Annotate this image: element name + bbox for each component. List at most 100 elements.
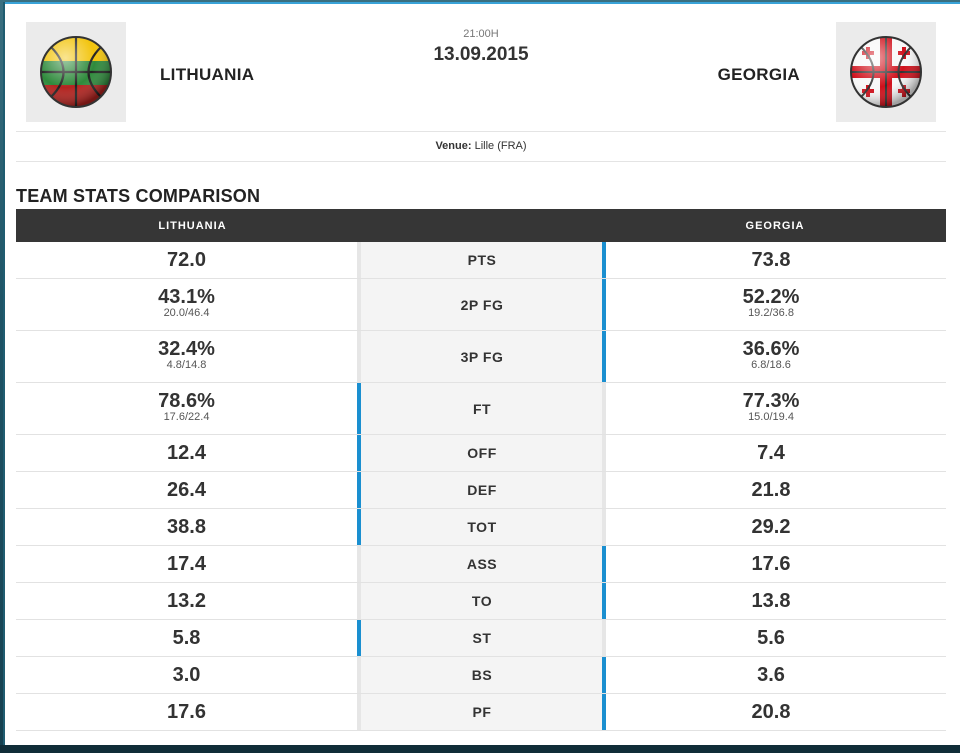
- away-leader-bar: [602, 657, 606, 693]
- home-leader-bar: [357, 383, 361, 434]
- away-stat-cell: 73.8: [606, 242, 936, 278]
- home-stat-value: 43.1%: [158, 286, 215, 308]
- away-stat-value: 3.6: [757, 664, 785, 686]
- away-stat-detail: 15.0/19.4: [748, 411, 794, 423]
- away-stat-value: 21.8: [751, 479, 791, 501]
- home-stat-cell: 17.4: [16, 546, 357, 582]
- away-stat-value: 5.6: [757, 627, 785, 649]
- away-stat-cell: 21.8: [606, 472, 936, 508]
- away-stat-detail: 6.8/18.6: [751, 359, 791, 371]
- home-leader-bar: [357, 546, 361, 582]
- away-stat-cell: 52.2% 19.2/36.8: [606, 279, 936, 330]
- stat-row-2p-fg: 43.1% 20.0/46.4 2P FG 52.2% 19.2/36.8: [16, 279, 946, 331]
- home-stat-cell: 38.8: [16, 509, 357, 545]
- home-leader-bar: [357, 657, 361, 693]
- home-stat-value: 38.8: [167, 516, 206, 538]
- away-stat-value: 73.8: [751, 249, 791, 271]
- home-stat-cell: 43.1% 20.0/46.4: [16, 279, 357, 330]
- away-stat-cell: 5.6: [606, 620, 936, 656]
- georgia-ball-icon: [850, 36, 922, 108]
- home-stat-cell: 17.6: [16, 694, 357, 730]
- stat-label: BS: [361, 657, 603, 693]
- home-stat-value: 17.6: [167, 701, 206, 723]
- home-stat-value: 78.6%: [158, 390, 215, 412]
- stat-label: 2P FG: [361, 279, 603, 330]
- away-stat-value: 52.2%: [742, 286, 800, 308]
- match-time: 21:00H: [463, 28, 499, 40]
- home-stat-cell: 26.4: [16, 472, 357, 508]
- away-leader-bar: [602, 242, 606, 278]
- away-stat-value: 36.6%: [742, 338, 800, 360]
- away-column-header: GEORGIA: [745, 220, 805, 232]
- stat-label: PF: [361, 694, 603, 730]
- stat-row-ft: 78.6% 17.6/22.4 FT 77.3% 15.0/19.4: [16, 383, 946, 435]
- home-column-header: LITHUANIA: [158, 220, 227, 232]
- home-stat-value: 32.4%: [158, 338, 215, 360]
- home-stat-cell: 5.8: [16, 620, 357, 656]
- home-stat-detail: 4.8/14.8: [166, 359, 207, 371]
- home-leader-bar: [357, 331, 361, 382]
- home-stat-value: 13.2: [167, 590, 206, 612]
- stat-row-pts: 72.0 PTS 73.8: [16, 242, 946, 279]
- home-stat-value: 26.4: [167, 479, 206, 501]
- home-stat-cell: 32.4% 4.8/14.8: [16, 331, 357, 382]
- away-stat-value: 20.8: [751, 701, 791, 723]
- away-stat-cell: 17.6: [606, 546, 936, 582]
- stat-row-pf: 17.6 PF 20.8: [16, 694, 946, 731]
- away-leader-bar: [602, 546, 606, 582]
- stat-row-ass: 17.4 ASS 17.6: [16, 546, 946, 583]
- home-leader-bar: [357, 620, 361, 656]
- stat-row-3p-fg: 32.4% 4.8/14.8 3P FG 36.6% 6.8/18.6: [16, 331, 946, 383]
- stat-label: PTS: [361, 242, 603, 278]
- panel-border: [3, 2, 5, 745]
- home-stat-value: 17.4: [167, 553, 206, 575]
- stat-row-bs: 3.0 BS 3.6: [16, 657, 946, 694]
- home-leader-bar: [357, 242, 361, 278]
- match-date: 13.09.2015: [433, 44, 529, 65]
- home-leader-bar: [357, 279, 361, 330]
- home-stat-cell: 78.6% 17.6/22.4: [16, 383, 357, 434]
- stat-label: DEF: [361, 472, 603, 508]
- match-header: LITHUANIA 21:00H 13.09.2015 GEORGIA: [16, 22, 946, 130]
- away-stat-value: 7.4: [757, 442, 785, 464]
- away-stat-value: 29.2: [751, 516, 791, 538]
- venue-label: Venue:: [435, 140, 472, 152]
- away-leader-bar: [602, 583, 606, 619]
- stat-row-def: 26.4 DEF 21.8: [16, 472, 946, 509]
- home-stat-value: 3.0: [172, 664, 201, 686]
- stat-label: ASS: [361, 546, 603, 582]
- stats-table: LITHUANIA GEORGIA 72.0 PTS 73.8 43.1% 20.0/4…: [16, 209, 946, 731]
- away-stat-cell: 3.6: [606, 657, 936, 693]
- home-stat-detail: 17.6/22.4: [163, 411, 210, 423]
- stat-label: TO: [361, 583, 603, 619]
- away-stat-cell: 20.8: [606, 694, 936, 730]
- away-leader-bar: [602, 383, 606, 434]
- away-team-logo[interactable]: [836, 22, 936, 122]
- stat-label: 3P FG: [361, 331, 603, 382]
- home-stat-value: 72.0: [167, 249, 206, 271]
- home-team-logo[interactable]: [26, 22, 126, 122]
- away-team-name[interactable]: GEORGIA: [717, 65, 800, 84]
- away-leader-bar: [602, 435, 606, 471]
- away-stat-cell: 7.4: [606, 435, 936, 471]
- venue-row: Venue: Lille (FRA): [16, 131, 946, 162]
- away-stat-cell: 36.6% 6.8/18.6: [606, 331, 936, 382]
- home-team-name[interactable]: LITHUANIA: [160, 65, 255, 84]
- away-leader-bar: [602, 331, 606, 382]
- away-leader-bar: [602, 509, 606, 545]
- stat-label: OFF: [361, 435, 603, 471]
- home-stat-cell: 13.2: [16, 583, 357, 619]
- stat-row-tot: 38.8 TOT 29.2: [16, 509, 946, 546]
- away-stat-cell: 13.8: [606, 583, 936, 619]
- away-stat-value: 77.3%: [742, 390, 800, 412]
- home-stat-value: 12.4: [167, 442, 206, 464]
- away-stat-value: 17.6: [751, 553, 791, 575]
- stats-table-header: LITHUANIA GEORGIA: [16, 209, 946, 242]
- home-stat-detail: 20.0/46.4: [163, 307, 210, 319]
- home-leader-bar: [357, 509, 361, 545]
- stat-label: ST: [361, 620, 603, 656]
- stats-rows: 72.0 PTS 73.8 43.1% 20.0/46.4 2P FG 52.2% 19.2/…: [16, 242, 946, 731]
- stat-row-to: 13.2 TO 13.8: [16, 583, 946, 620]
- home-leader-bar: [357, 472, 361, 508]
- home-stat-cell: 12.4: [16, 435, 357, 471]
